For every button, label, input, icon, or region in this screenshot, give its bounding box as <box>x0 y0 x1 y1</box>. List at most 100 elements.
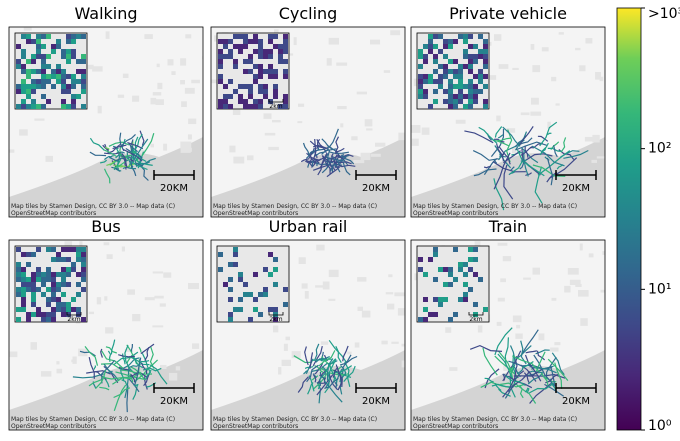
inset-cell <box>46 302 51 307</box>
urban-block <box>328 269 339 278</box>
urban-block <box>167 59 174 66</box>
inset-cell <box>228 54 233 59</box>
inset-cell <box>31 99 36 104</box>
urban-block <box>584 136 594 142</box>
inset-cell <box>81 287 86 292</box>
inset-cell <box>453 277 458 282</box>
inset-cell <box>428 44 433 49</box>
route <box>478 126 498 144</box>
urban-block <box>347 351 352 355</box>
route <box>527 372 544 385</box>
route <box>134 133 143 150</box>
inset-cell <box>458 84 463 89</box>
urban-block <box>132 95 140 102</box>
urban-block <box>592 134 600 143</box>
inset-scale-bar <box>66 312 82 316</box>
inset-cell <box>46 272 51 277</box>
inset-cell <box>483 64 488 69</box>
inset-cell <box>458 99 463 104</box>
inset-cell <box>468 104 473 109</box>
route <box>502 126 521 147</box>
scale-label: 20KM <box>160 183 188 194</box>
route <box>514 382 537 404</box>
inset-cell <box>21 54 26 59</box>
inset-cell <box>238 84 243 89</box>
route <box>316 138 321 150</box>
inset-cell <box>66 74 71 79</box>
inset-cell <box>253 34 258 39</box>
inset-cell <box>56 252 61 257</box>
inset-cell <box>473 247 478 252</box>
urban-block <box>560 151 566 158</box>
urban-block <box>150 97 157 105</box>
inset-cell <box>433 99 438 104</box>
urban-block <box>340 123 344 128</box>
route <box>116 160 120 170</box>
inset-cell <box>283 39 288 44</box>
inset-cell <box>263 292 268 297</box>
route <box>130 160 137 177</box>
inset-cell <box>248 84 253 89</box>
urban-block <box>595 71 601 80</box>
inset-cell <box>258 84 263 89</box>
urban-block <box>326 58 332 66</box>
inset-cell <box>218 252 223 257</box>
urban-block <box>455 119 466 124</box>
route <box>104 149 117 158</box>
urban-block <box>154 295 164 299</box>
route <box>328 363 338 383</box>
inset-cell <box>66 257 71 262</box>
route <box>496 143 505 162</box>
inset-cell <box>81 252 86 257</box>
inset-cell <box>278 54 283 59</box>
urban-block <box>298 257 306 264</box>
urban-block <box>366 128 373 131</box>
urban-block <box>232 109 241 115</box>
inset-cell <box>453 247 458 252</box>
urban-block <box>523 277 531 280</box>
inset-cell <box>463 84 468 89</box>
inset-cell <box>453 59 458 64</box>
route <box>339 371 347 383</box>
route <box>335 346 342 363</box>
route <box>324 377 339 389</box>
urban-block <box>316 244 325 251</box>
inset-cell <box>233 64 238 69</box>
inset-cell <box>66 312 71 317</box>
route <box>113 163 135 168</box>
urban-block <box>500 278 506 283</box>
route <box>342 161 351 176</box>
inset-cell <box>273 89 278 94</box>
inset-cell <box>21 64 26 69</box>
urban-block <box>106 254 113 260</box>
inset-cell <box>423 59 428 64</box>
inset-cell <box>268 69 273 74</box>
inset-cell <box>31 104 36 109</box>
urban-block <box>401 343 405 347</box>
inset-cell <box>61 69 66 74</box>
urban-block <box>322 281 330 290</box>
inset-cell <box>71 39 76 44</box>
route <box>472 150 499 161</box>
inset-cell <box>26 287 31 292</box>
route <box>99 386 110 391</box>
inset-cell <box>26 84 31 89</box>
urban-block <box>390 30 401 36</box>
urban-block <box>512 67 519 71</box>
urban-block <box>477 325 483 333</box>
route <box>122 148 143 162</box>
inset-cell <box>448 282 453 287</box>
inset-cell <box>61 292 66 297</box>
attribution: Map tiles by Stamen Design, CC BY 3.0 --… <box>11 416 175 423</box>
route <box>314 362 324 375</box>
inset-cell <box>463 54 468 59</box>
inset-cell <box>473 84 478 89</box>
route <box>534 166 543 204</box>
urban-block <box>247 155 254 161</box>
panel-title: Private vehicle <box>449 4 567 23</box>
inset-cell <box>31 79 36 84</box>
inset-cell <box>36 54 41 59</box>
route <box>311 367 323 372</box>
inset-cell <box>26 74 31 79</box>
inset-cell <box>443 69 448 74</box>
